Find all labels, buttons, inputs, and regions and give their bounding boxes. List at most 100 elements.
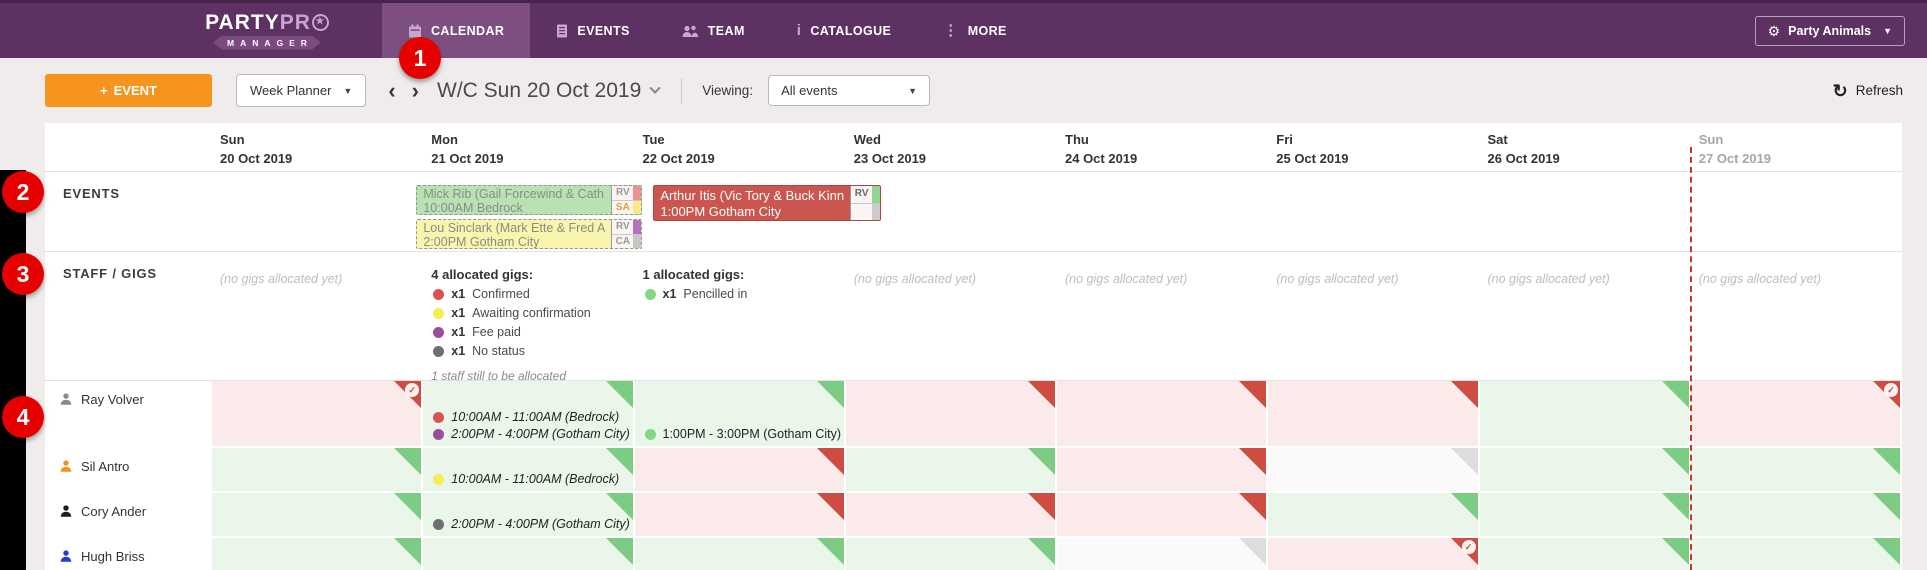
nav-tab-label: CALENDAR [431, 23, 505, 38]
availability-cell[interactable] [1479, 381, 1691, 448]
refresh-button[interactable]: ↻ Refresh [1833, 82, 1903, 100]
person-icon [59, 549, 73, 563]
gig-status-item: x1 No status [431, 344, 634, 358]
staff-allocation-chips: RV SA [611, 186, 642, 214]
gig-status-label: Confirmed [472, 287, 530, 301]
previous-week-button[interactable]: ‹ [388, 77, 396, 103]
events-row: EVENTS Mick Rib (Gail Forcewind & Cath 10… [45, 172, 1902, 252]
gigs-summary-cell: (no gigs allocated yet) [1480, 252, 1691, 383]
day-of-week: Sun [1698, 132, 1724, 147]
day-header-spacer [45, 123, 212, 171]
availability-cell[interactable] [1268, 381, 1480, 448]
nav-tab-more[interactable]: ⋮ MORE [917, 3, 1033, 58]
availability-cell[interactable]: 1:00PM - 3:00PM (Gotham City) [634, 381, 846, 448]
allocated-gig-entry: 10:00AM - 11:00AM (Bedrock) [433, 410, 632, 424]
availability-cell[interactable] [634, 493, 846, 538]
availability-cell[interactable]: ✓ [1690, 381, 1902, 448]
gig-count: x1 [451, 306, 466, 320]
availability-cell[interactable]: 2:00PM - 4:00PM (Gotham City) [423, 493, 635, 538]
gig-status-item: x1 Pencilled in [643, 287, 846, 301]
availability-cell[interactable] [1690, 538, 1902, 570]
day-header-cell: Tue 22 Oct 2019 [635, 123, 846, 171]
week-title-dropdown[interactable]: W/C Sun 20 Oct 2019 [437, 79, 661, 103]
availability-cell[interactable] [1479, 538, 1691, 570]
event-card[interactable]: Arthur Itis (Vic Tory & Buck Kinn 1:00PM … [653, 185, 882, 221]
gigs-summary-cell: (no gigs allocated yet) [212, 252, 423, 383]
day-of-week: Sun [220, 132, 245, 147]
staff-name[interactable]: Ray Volver [45, 381, 212, 448]
unavailable-corner-icon [1239, 448, 1267, 475]
status-dot [644, 428, 656, 440]
available-corner-icon [1873, 493, 1900, 520]
staff-gigs-row-label: STAFF / GIGS [63, 266, 157, 281]
account-switcher-button[interactable]: ⚙ Party Animals ▼ [1754, 15, 1905, 46]
availability-cell[interactable] [1268, 448, 1480, 493]
availability-cell[interactable]: 10:00AM - 11:00AM (Bedrock) 2:00PM - 4:00… [423, 381, 635, 448]
available-corner-icon [1873, 448, 1900, 475]
gigs-count-header: 1 allocated gigs: [642, 267, 745, 282]
availability-cell[interactable] [1268, 493, 1480, 538]
new-event-button[interactable]: + EVENT [45, 74, 212, 107]
nav-tab-events[interactable]: EVENTS [530, 3, 655, 58]
allocation-initials: RV [616, 187, 630, 198]
team-icon [682, 24, 699, 38]
nav-tab-label: CATALOGUE [810, 23, 892, 38]
planner-view-select[interactable]: Week Planner ▼ [236, 74, 367, 107]
availability-cell[interactable] [212, 493, 424, 538]
chevron-down-icon: ▼ [908, 85, 918, 96]
status-dot [433, 411, 445, 423]
availability-cell[interactable]: ✓ [1268, 538, 1480, 570]
allocation-initials: CA [615, 236, 631, 247]
availability-cell[interactable] [1690, 493, 1902, 538]
unavailable-corner-icon [1028, 381, 1055, 408]
day-of-week: Wed [853, 132, 881, 147]
availability-cell[interactable] [1690, 448, 1902, 493]
allocated-gig-entry: 1:00PM - 3:00PM (Gotham City) [644, 427, 844, 441]
allocation-status-strip [633, 235, 642, 248]
allocation-status-strip [633, 220, 642, 234]
allocation-status-strip [633, 201, 642, 214]
next-week-button[interactable]: › [411, 77, 419, 103]
availability-cell[interactable]: ✓ [212, 381, 424, 448]
gig-status-label: Fee paid [472, 325, 521, 339]
unknown-corner-icon [1239, 538, 1267, 565]
events-day-cell: Mick Rib (Gail Forcewind & Cath 10:00AM B… [414, 172, 651, 253]
availability-cell[interactable] [1479, 448, 1691, 493]
annotation-marker-4: 4 [2, 396, 44, 438]
availability-cell[interactable]: 10:00AM - 11:00AM (Bedrock) [423, 448, 635, 493]
availability-cell[interactable] [1057, 538, 1269, 570]
nav-tab-catalogue[interactable]: i CATALOGUE [771, 3, 918, 58]
plus-icon: + [100, 83, 108, 98]
brand-logo[interactable]: PARTY PR ★ MANAGER [162, 3, 372, 58]
unknown-corner-icon [1450, 448, 1478, 475]
gig-count: x1 [662, 287, 677, 301]
availability-cell[interactable] [634, 538, 846, 570]
event-card[interactable]: Lou Sinclark (Mark Ette & Fred A 2:00PM G… [416, 219, 643, 249]
status-dot [433, 473, 445, 485]
availability-cell[interactable] [1057, 448, 1269, 493]
availability-cell[interactable] [634, 448, 846, 493]
available-corner-icon [1028, 448, 1055, 475]
availability-cell[interactable] [1057, 381, 1269, 448]
availability-cell[interactable] [212, 448, 424, 493]
viewing-filter-select[interactable]: All events ▼ [768, 75, 931, 106]
staff-name[interactable]: Sil Antro [45, 448, 212, 493]
viewing-filter-value: All events [781, 83, 838, 98]
availability-cell[interactable] [423, 538, 635, 570]
event-card[interactable]: Mick Rib (Gail Forcewind & Cath 10:00AM B… [416, 185, 643, 215]
availability-cell[interactable] [845, 381, 1057, 448]
staff-name[interactable]: Hugh Briss [45, 538, 212, 570]
availability-cell[interactable] [845, 448, 1057, 493]
staff-name[interactable]: Cory Ander [45, 493, 212, 538]
available-corner-icon [1661, 448, 1689, 475]
availability-cell[interactable] [1057, 493, 1269, 538]
info-icon: i [796, 22, 802, 39]
availability-cell[interactable] [845, 538, 1057, 570]
gig-status-item: x1 Awaiting confirmation [431, 306, 634, 320]
availability-cell[interactable] [1479, 493, 1691, 538]
availability-cell[interactable] [212, 538, 424, 570]
nav-tab-team[interactable]: TEAM [656, 3, 771, 58]
unavailable-corner-icon [1239, 493, 1267, 520]
availability-cell[interactable] [845, 493, 1057, 538]
day-date: 26 Oct 2019 [1487, 150, 1560, 166]
